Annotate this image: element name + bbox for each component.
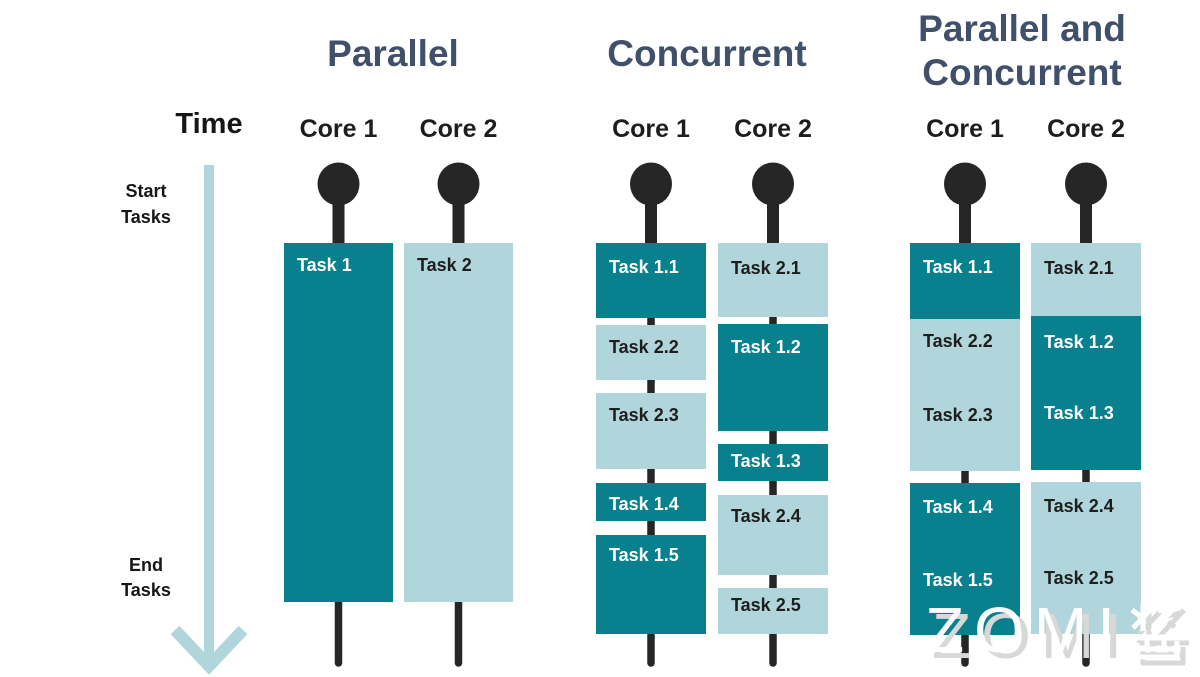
task-block: Task 1.1 <box>910 243 1020 319</box>
task-block: Task 1.4 Task 1.5 <box>910 483 1020 635</box>
task-label: Task 2.2 <box>609 337 679 357</box>
task-block: Task 2.4 Task 2.5 <box>1031 482 1141 634</box>
end-tasks-label: End Tasks <box>121 555 171 600</box>
core-header-parallel-core1: Core 1 <box>299 115 378 143</box>
task-label: Task 1.1 <box>609 257 679 277</box>
core-dot <box>752 162 794 206</box>
core-dot <box>944 162 986 206</box>
core-header-parallel-core2: Core 2 <box>419 115 498 143</box>
task-block: Task 1 <box>284 243 393 602</box>
watermark-zomi: ZOMI <box>925 594 1125 666</box>
task-label: Task 1.3 <box>731 451 801 471</box>
core-dot <box>437 162 480 206</box>
start-tasks-label: Start Tasks <box>121 181 171 227</box>
core-header-concurrent-core1: Core 1 <box>612 115 690 143</box>
task-block: Task 2.5 <box>718 588 828 634</box>
task-block: Task 2.2 <box>596 325 706 380</box>
task-label: Task 1.2 <box>1044 332 1114 352</box>
task-block: Task 2.3 <box>596 393 706 469</box>
task-label: Task 2 <box>417 255 472 275</box>
task-block: Task 1.3 <box>718 444 828 481</box>
task-block: Task 2.2 Task 2.3 <box>910 319 1020 471</box>
task-label: Task 2.4 <box>731 506 801 526</box>
title-parallel: Parallel <box>327 33 459 74</box>
task-block: Task 1.2 Task 1.3 <box>1031 316 1141 470</box>
task-block: Task 2.4 <box>718 495 828 575</box>
task-block: Task 2.1 <box>718 243 828 317</box>
task-label: Task 2.4 <box>1044 496 1114 516</box>
core-dot <box>630 162 672 206</box>
task-label: Task 2.5 <box>731 595 801 615</box>
task-label: Task 2.1 <box>1044 258 1114 278</box>
task-label: Task 2.3 <box>609 405 679 425</box>
title-parallel-and-concurrent: Parallel and Concurrent <box>918 8 1126 93</box>
task-block: Task 1.1 <box>596 243 706 318</box>
task-block: Task 2.1 <box>1031 243 1141 316</box>
task-label: Task 1.1 <box>923 257 993 277</box>
task-label: Task 1 <box>297 255 352 275</box>
title-concurrent: Concurrent <box>607 33 807 74</box>
task-label: Task 1.5 <box>923 570 993 590</box>
task-label: Task 2.2 <box>923 331 993 351</box>
task-block: Task 2 <box>404 243 513 602</box>
task-label: Task 2.1 <box>731 258 801 278</box>
task-block: Task 1.4 <box>596 483 706 521</box>
core-header-parallel-concurrent-core2: Core 2 <box>1047 115 1125 143</box>
task-label: Task 1.5 <box>609 545 679 565</box>
task-block: Task 1.2 <box>718 324 828 431</box>
task-label: Task 2.3 <box>923 405 993 425</box>
time-arrow <box>170 165 248 675</box>
core-header-parallel-concurrent-core1: Core 1 <box>926 115 1004 143</box>
task-label: Task 2.5 <box>1044 568 1114 588</box>
task-label: Task 1.2 <box>731 337 801 357</box>
task-label: Task 1.3 <box>1044 403 1114 423</box>
task-label: Task 1.4 <box>609 494 679 514</box>
task-label: Task 1.4 <box>923 497 993 517</box>
core-header-concurrent-core2: Core 2 <box>734 115 812 143</box>
time-axis-label: Time <box>175 108 243 140</box>
task-block: Task 1.5 <box>596 535 706 634</box>
core-dot <box>1065 162 1107 206</box>
core-dot <box>317 162 360 206</box>
